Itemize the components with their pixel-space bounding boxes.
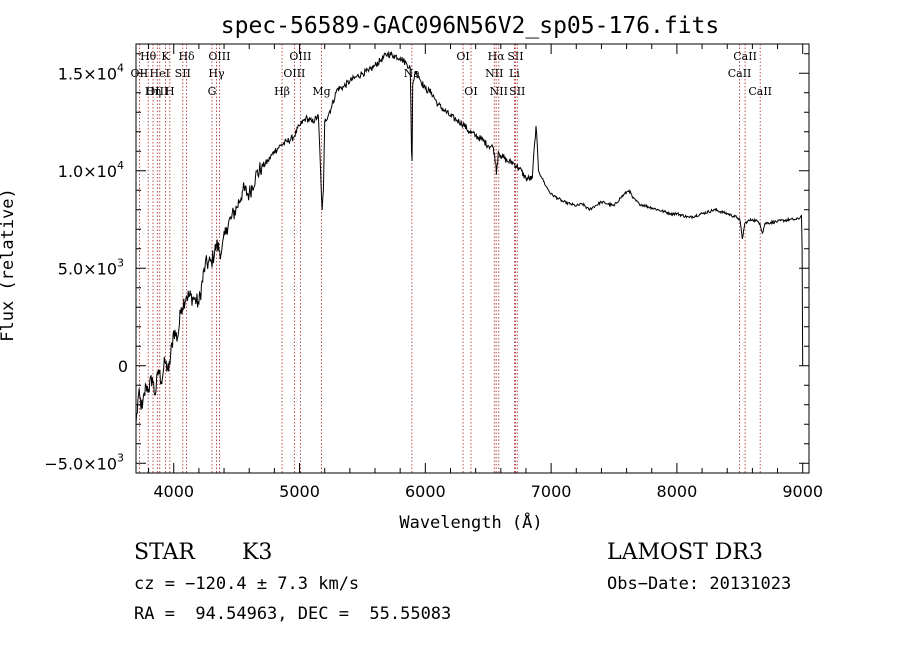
- x-tick-label: 6000: [405, 482, 446, 501]
- chart-title: spec-56589-GAC096N56V2_sp05-176.fits: [221, 13, 720, 39]
- redshift-value: cz = −120.4 ± 7.3 km/s: [134, 574, 360, 594]
- line-label-25: CaII: [733, 50, 757, 63]
- spectrum-series: [135, 50, 804, 425]
- line-label-16: Na: [404, 67, 421, 80]
- coordinates: RA = 94.54963, DEC = 55.55083: [134, 604, 452, 624]
- line-label-8: Hδ: [178, 50, 195, 63]
- x-tick-label: 4000: [153, 482, 194, 501]
- observation-date: Obs−Date: 20131023: [607, 574, 792, 594]
- y-tick-exponent: 4: [117, 159, 124, 172]
- plot-frame: [135, 43, 810, 474]
- x-tick-label: 7000: [531, 482, 572, 501]
- line-label-23: Li: [509, 67, 520, 80]
- line-label-10: Hγ: [208, 67, 225, 80]
- x-tick-label: 9000: [782, 482, 823, 501]
- line-label-13: OIII: [283, 67, 305, 80]
- line-label-3: K: [161, 50, 170, 63]
- x-tick-label: 5000: [279, 482, 320, 501]
- line-label-19: Hα: [488, 50, 506, 63]
- object-subclass: K3: [242, 540, 273, 565]
- line-label-0: Hθ: [140, 50, 157, 63]
- line-label-2: OIII: [146, 85, 168, 98]
- y-tick-label: 5.0×103: [58, 256, 124, 278]
- line-label-20: NII: [485, 67, 503, 80]
- line-label-17: OI: [456, 50, 469, 63]
- y-tick-label: 1.0×104: [58, 159, 124, 181]
- y-tick-exponent: 4: [117, 61, 124, 74]
- spectrum-line: [135, 50, 804, 425]
- line-label-14: OIII: [289, 50, 311, 63]
- y-tick-label: 0: [118, 357, 128, 376]
- survey-name: LAMOST DR3: [607, 540, 763, 565]
- line-label-27: CaII: [748, 85, 772, 98]
- line-label-4: HeI: [150, 67, 170, 80]
- line-label-21: NII: [490, 85, 508, 98]
- y-tick-label: −5.0×103: [44, 451, 124, 473]
- line-label-24: SII: [509, 85, 525, 98]
- x-tick-label: 8000: [657, 482, 698, 501]
- line-label-12: Hβ: [274, 85, 290, 98]
- line-label-6: H: [165, 85, 175, 98]
- line-label-18: OI: [464, 85, 477, 98]
- line-label-5: Hη: [145, 85, 161, 98]
- line-label-7: SII: [175, 67, 191, 80]
- line-label-11: G: [208, 85, 217, 98]
- line-label-9: OIII: [208, 50, 230, 63]
- y-axis-label: Flux (relative): [0, 188, 18, 342]
- axis-ticks: 4000 5000 6000 7000 8000 9000 −5.0×103 0 5.0×103…: [44, 44, 823, 501]
- line-label-22: SII: [507, 50, 523, 63]
- y-tick-exponent: 3: [117, 256, 124, 269]
- object-class: STAR: [134, 540, 195, 565]
- x-axis-label: Wavelength (Å): [399, 511, 542, 533]
- y-tick-label: 1.5×104: [58, 61, 124, 83]
- y-tick-exponent: 3: [117, 451, 124, 464]
- line-label-15: Mg: [312, 85, 330, 98]
- line-label-26: CaII: [728, 67, 752, 80]
